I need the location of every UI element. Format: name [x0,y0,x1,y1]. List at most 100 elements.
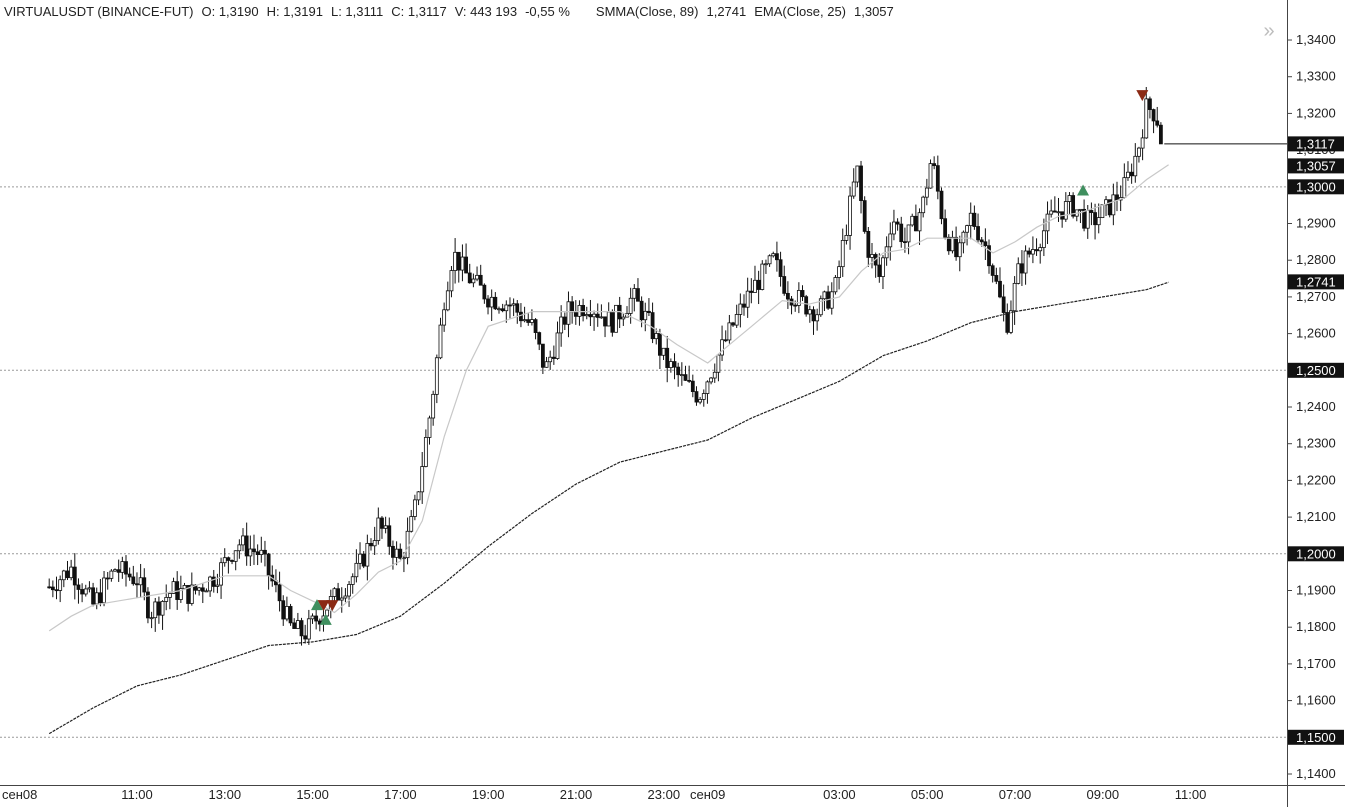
candle-body [416,491,421,501]
candle-body [1096,217,1101,226]
candle-body [562,316,567,325]
candle-body [881,257,885,277]
candle-body [829,291,834,309]
candle [72,553,77,600]
candle [80,583,85,603]
sell-signal-marker [317,600,330,612]
candle [738,293,743,328]
candle [775,241,779,272]
candle-body [690,380,695,392]
candle-body [500,308,505,312]
candle [255,544,260,566]
candle [167,591,172,610]
candle [1140,129,1145,161]
candle-body [237,544,242,552]
price-tag: 1,3117 [1288,136,1344,152]
candle [698,396,703,405]
candle-body [636,288,640,302]
candle [387,517,392,555]
candle [1129,163,1134,184]
candle-body [592,313,596,318]
candle [1082,199,1086,232]
candle [449,265,454,298]
candle-body [815,314,820,322]
candle [87,581,92,593]
candle-body [164,597,169,602]
candle-body [778,259,783,277]
candle-body [899,223,904,243]
price-tag-bg [1288,362,1344,378]
candle-body [687,379,692,382]
candle-body [383,525,388,529]
x-tick-label: 15:00 [296,787,329,802]
candle-body [924,187,929,198]
candle [917,208,922,245]
candle-body [537,332,542,345]
candle-body [1049,210,1054,215]
candle-body [1020,263,1024,274]
candle-body [1085,210,1090,229]
price-tag: 1,2500 [1288,362,1344,378]
candle [116,559,121,582]
candle-body [570,301,575,313]
candle [570,296,575,324]
candle-body [694,391,699,403]
candle [614,304,618,333]
double-chevron-right-icon[interactable]: » [1263,20,1275,42]
candle [1089,202,1094,226]
candle [113,568,117,572]
candle [241,528,245,552]
candle-body [204,590,209,593]
candle-body [1100,204,1105,218]
candle [412,494,417,521]
candle [551,345,556,365]
candle [493,292,498,311]
candle-body [647,310,651,313]
candle-body [723,339,728,342]
candle-body [530,319,534,323]
candle-body [1144,98,1149,139]
candle-body [928,163,933,189]
candle-body [116,569,121,573]
candle [460,244,465,282]
price-tag: 1,1500 [1288,729,1344,745]
x-tick-label: 11:00 [121,787,153,802]
sell-signal-marker [326,600,339,612]
price-tag-bg [1288,274,1344,290]
candle [1115,181,1119,212]
candle-body [668,361,673,368]
candle-body [226,557,231,561]
candle [83,584,88,597]
candle-body [398,548,403,559]
candle [712,363,717,383]
candle [844,224,849,245]
candle-body [548,356,553,363]
candle [204,588,209,593]
candle-body [954,236,959,258]
candle [456,251,461,283]
candle-body [822,291,827,300]
candle [380,516,384,539]
candle [1056,197,1061,222]
candle-body [402,557,406,560]
candle-body [281,600,286,620]
candle [694,386,699,406]
candle-body [1089,210,1094,213]
candle [109,569,114,582]
candle [910,213,915,227]
candle-body [921,196,926,214]
candle [376,507,381,545]
candle-body [848,195,852,236]
candle-body [796,290,801,306]
candle-body [197,587,202,591]
y-tick-label: 1,2300 [1296,436,1336,451]
candle [336,582,340,601]
candle [764,259,768,274]
candle-body [727,322,732,341]
candle [497,306,501,314]
candle-body [72,566,77,586]
price-tag-label: 1,1500 [1296,730,1336,745]
candle [266,552,271,590]
